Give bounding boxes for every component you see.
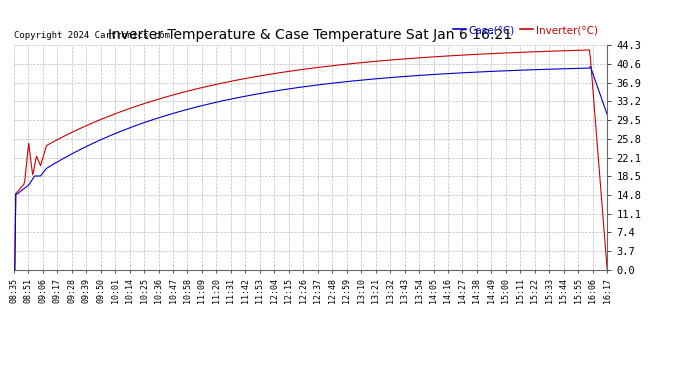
Legend: Case(°C), Inverter(°C): Case(°C), Inverter(°C) bbox=[449, 21, 602, 39]
Text: Copyright 2024 Cartronics.com: Copyright 2024 Cartronics.com bbox=[14, 32, 170, 40]
Title: Inverter Temperature & Case Temperature Sat Jan 6 16:21: Inverter Temperature & Case Temperature … bbox=[108, 28, 513, 42]
